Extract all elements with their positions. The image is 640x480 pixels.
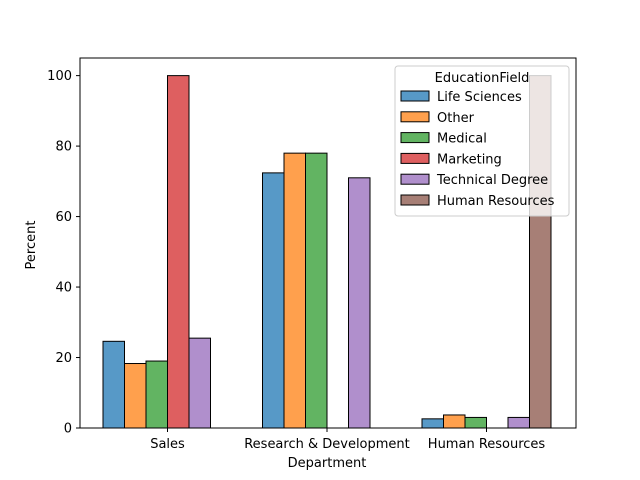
plot-frame [79,57,577,429]
y-tick-label: 20 [55,351,72,366]
bar-2-1 [305,152,328,429]
legend-label: Life Sciences [437,90,522,105]
y-tick-label: 0 [64,422,72,437]
x-tick-label: Sales [150,437,185,452]
legend-label: Human Resources [437,194,555,209]
legend-box [394,65,570,217]
legend-swatch [400,173,430,185]
legend-label: Marketing [437,152,502,167]
legend-swatch [400,152,430,164]
bar-0-0 [102,340,125,429]
bar-1-1 [283,152,306,429]
legend-title: EducationField [435,71,530,86]
legend-label: Technical Degree [436,173,548,188]
x-tick-label: Research & Development [244,437,410,452]
bar-0-1 [262,172,285,429]
legend-label: Other [437,111,475,126]
bar-3-0 [167,75,190,429]
x-axis-label: Department [288,456,367,471]
bar-0-2 [421,418,444,429]
y-tick-label: 80 [55,140,72,155]
bar-1-2 [443,414,466,429]
axes-layer: 0 20 40 60 80 100 Sales Research & Development H… [47,57,577,452]
y-tick-label: 100 [47,69,72,84]
bar-4-1 [348,177,371,429]
legend-swatch [400,194,430,206]
legend-swatch [400,90,430,102]
bar-2-2 [464,416,487,429]
y-axis-label: Percent [24,221,39,270]
bar-4-2 [507,416,530,429]
bar-2-0 [145,360,168,429]
bar-1-0 [124,363,147,429]
legend-swatch [400,132,430,144]
legend-swatch [400,111,430,123]
legend: EducationField Life Sciences Other Medical M… [394,65,570,217]
y-tick-label: 40 [55,281,72,296]
legend-label: Medical [437,132,487,147]
bar-4-0 [188,337,211,429]
x-tick-label: Human Resources [428,437,546,452]
y-tick-label: 60 [55,210,72,225]
